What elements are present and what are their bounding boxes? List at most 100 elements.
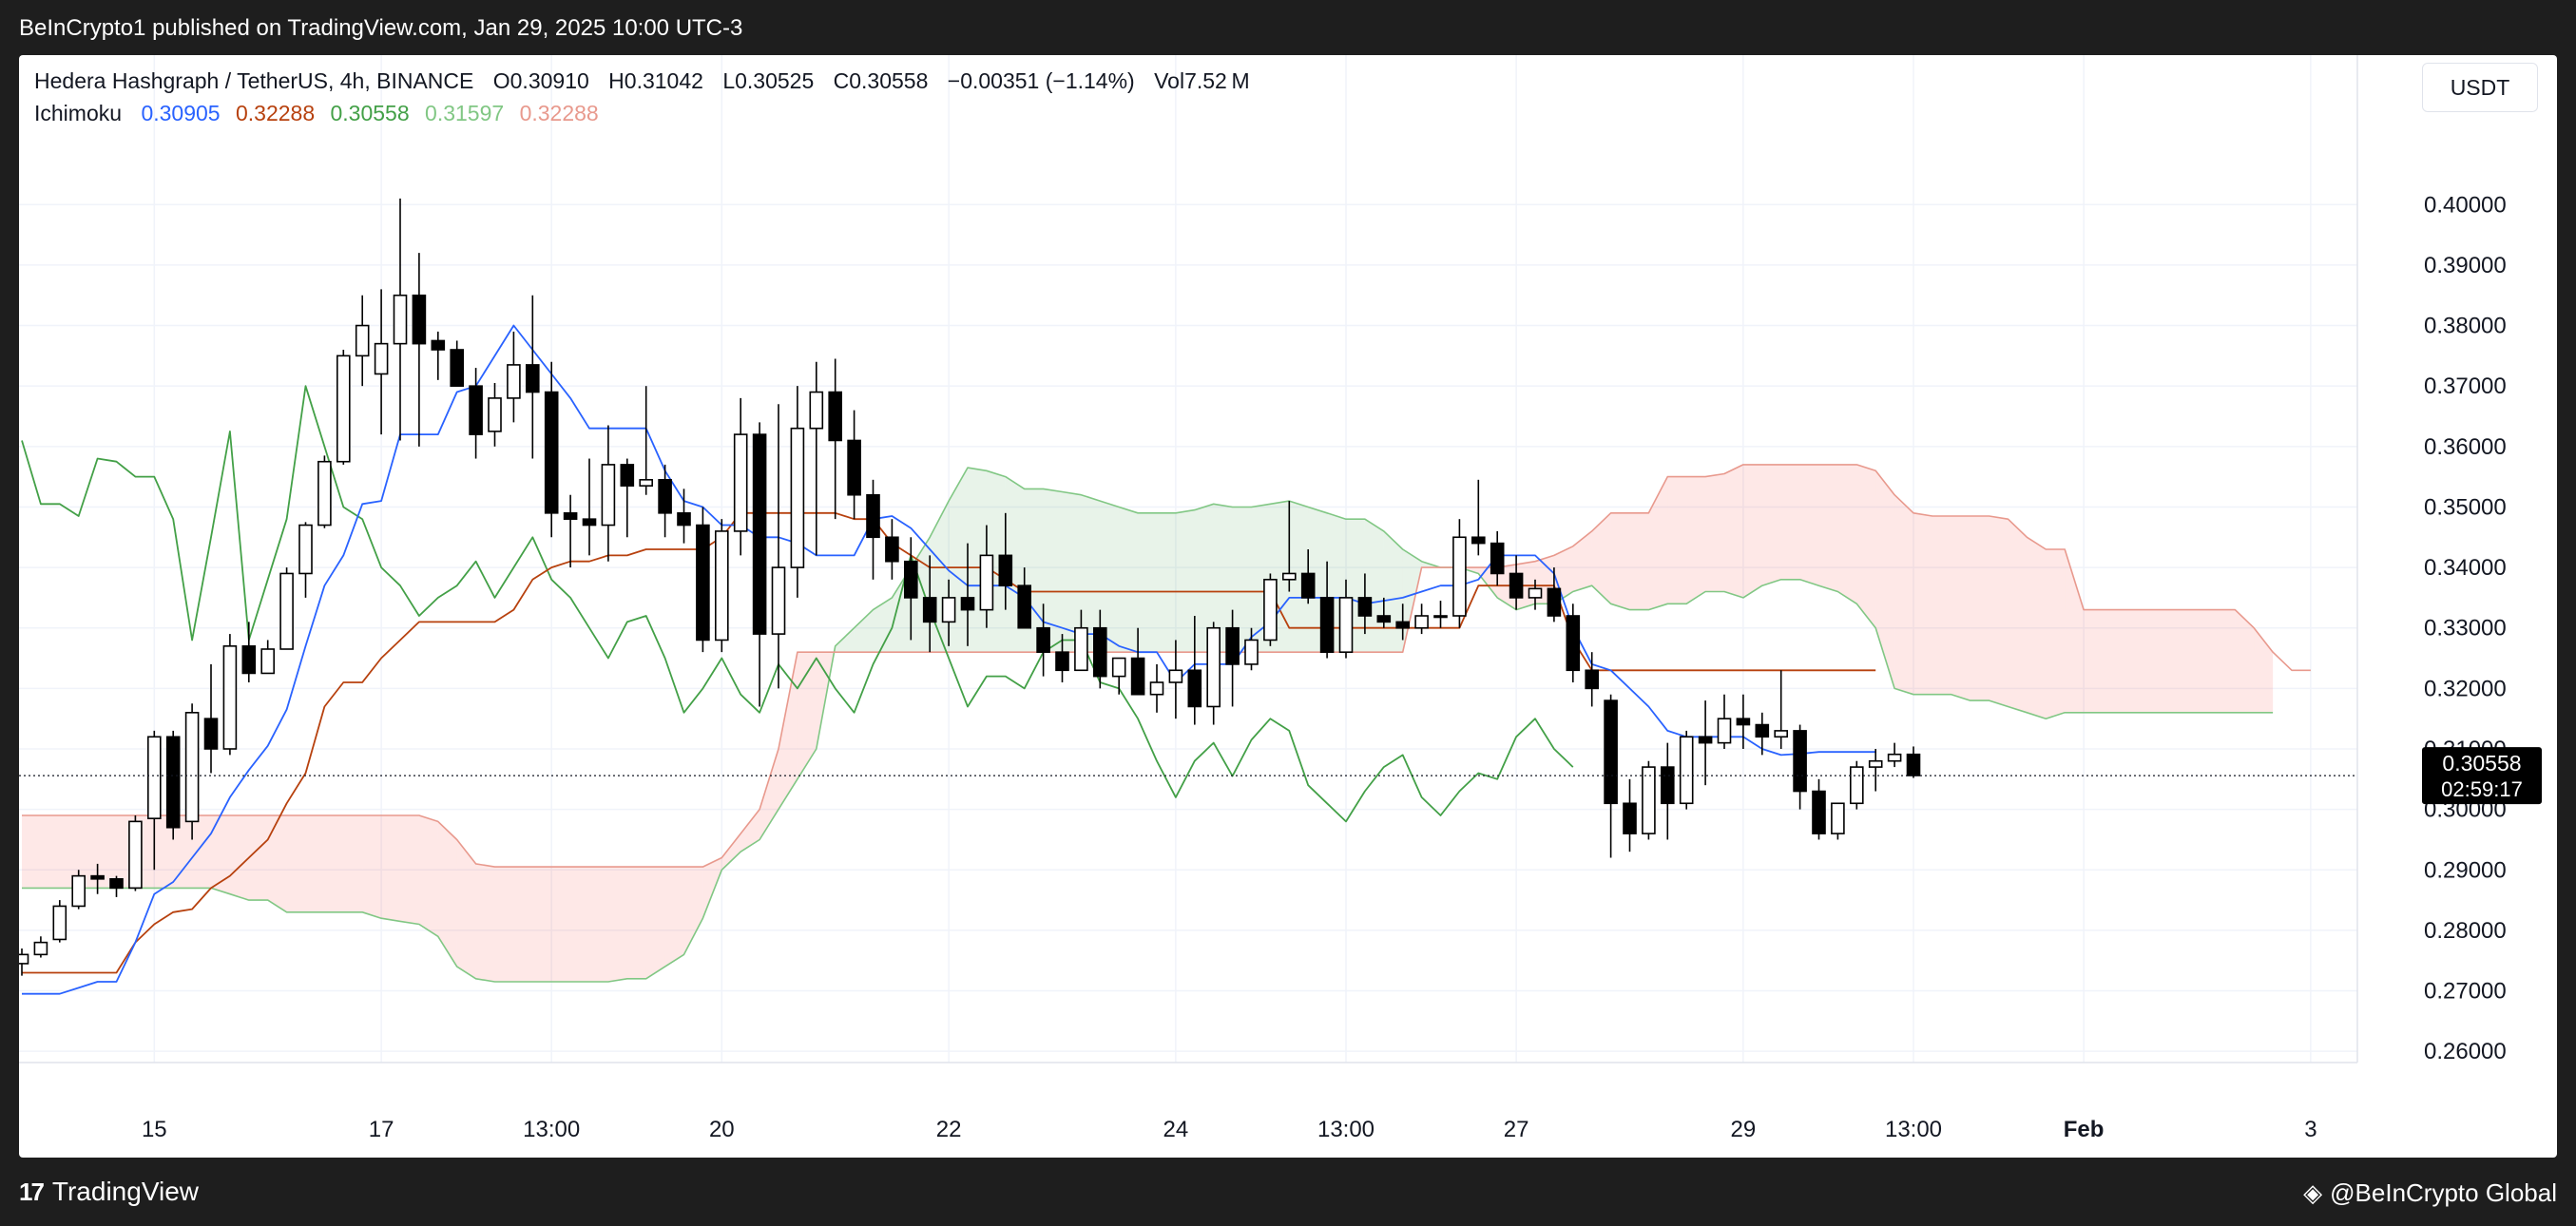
cloud-segment <box>267 815 287 912</box>
last-price-badge-bg <box>2422 747 2542 805</box>
tradingview-brand: TradingView <box>51 1177 200 1206</box>
candle <box>1357 573 1373 635</box>
y-tick-label: 0.27000 <box>2424 979 2507 1005</box>
candle <box>1074 609 1088 672</box>
candle <box>222 634 238 756</box>
candle-body <box>1263 579 1278 642</box>
cloud-segment <box>589 867 608 982</box>
cloud-segment <box>400 815 419 925</box>
candle <box>1300 549 1316 604</box>
cloud-segment <box>343 815 363 912</box>
cloud-segment <box>362 815 382 919</box>
cloud-segment <box>1383 530 1403 653</box>
x-tick-label: 27 <box>1504 1117 1529 1142</box>
candle-body <box>1414 615 1429 629</box>
cloud-segment <box>2216 609 2236 713</box>
candle-body <box>222 645 238 750</box>
cloud-segment <box>664 867 684 967</box>
cloud-segment <box>1194 504 1214 653</box>
symbol-title[interactable]: Hedera Hashgraph / TetherUS, 4h, BINANCE <box>34 68 474 93</box>
candle-body <box>1679 736 1694 805</box>
cloud-segment <box>1175 509 1195 653</box>
candle <box>1395 603 1410 641</box>
candle <box>507 331 521 423</box>
cloud-segment <box>1970 516 1990 701</box>
y-tick-label: 0.34000 <box>2424 555 2507 581</box>
candle-body <box>1831 802 1845 834</box>
candle <box>412 253 427 447</box>
candle <box>563 494 578 568</box>
candle-body <box>1093 626 1107 678</box>
y-tick-label: 0.38000 <box>2424 314 2507 339</box>
candle <box>1376 597 1392 628</box>
candle-body <box>128 820 143 890</box>
candle-body <box>979 554 994 611</box>
y-tick-label: 0.37000 <box>2424 374 2507 399</box>
cloud-segment <box>1761 464 1781 586</box>
candle <box>1623 778 1637 852</box>
cloud-segment <box>2178 609 2198 713</box>
cloud-segment <box>418 815 438 937</box>
candle-body <box>355 324 370 357</box>
indicator-row: Ichimoku 0.30905 0.32288 0.30558 0.31597… <box>34 97 1263 129</box>
indicator-name[interactable]: Ichimoku <box>34 101 123 125</box>
candle-body <box>1887 753 1902 762</box>
candle-body <box>90 874 105 880</box>
candle <box>1661 742 1675 840</box>
candle-body <box>1017 584 1031 629</box>
candle-body <box>714 530 729 642</box>
candle <box>1509 555 1524 610</box>
candle <box>1017 567 1031 629</box>
candle <box>19 948 29 976</box>
tradingview-logo[interactable]: 17 TradingView <box>19 1177 199 1207</box>
cloud-segment <box>702 857 722 919</box>
candle-body <box>809 391 824 430</box>
cloud-segment <box>1062 491 1082 653</box>
y-tick-label: 0.29000 <box>2424 857 2507 883</box>
cloud-segment <box>873 597 893 653</box>
candle-body <box>52 905 67 941</box>
cloud-segment <box>740 809 760 852</box>
candle <box>1887 742 1902 768</box>
candle <box>260 640 275 675</box>
cloud-segment <box>1875 470 1895 689</box>
y-tick-label: 0.26000 <box>2424 1039 2507 1064</box>
candle <box>903 537 918 641</box>
candle <box>1319 561 1335 659</box>
candle-body <box>620 464 635 487</box>
candle-body <box>1319 597 1335 653</box>
candle-body <box>241 645 257 675</box>
candle-body <box>1244 639 1259 665</box>
cloud-segment <box>779 652 798 810</box>
candle <box>922 555 937 653</box>
countdown-label: 02:59:17 <box>2441 777 2523 801</box>
candle <box>1755 712 1770 756</box>
ichimoku-chart[interactable]: 0.40000 0.39000 0.38000 0.37000 0.36000 0.350… <box>19 55 2557 1158</box>
chart-panel[interactable]: 0.40000 0.39000 0.38000 0.37000 0.36000 0.350… <box>19 55 2557 1158</box>
candle-body <box>33 941 48 956</box>
publish-info: BeInCrypto1 published on TradingView.com… <box>19 15 743 41</box>
candle-body <box>1376 615 1392 623</box>
x-axis-labels: 15 17 13:00 20 22 24 13:00 27 29 13:00 Feb 3 <box>142 1117 2317 1142</box>
x-tick-label: 24 <box>1163 1117 1189 1142</box>
currency-button[interactable]: USDT <box>2422 63 2538 112</box>
candle <box>33 936 48 958</box>
candle-body <box>1225 626 1240 665</box>
candle-body <box>941 597 956 623</box>
cloud-segment <box>22 815 41 889</box>
candle-body <box>1509 572 1524 599</box>
cloud-segment <box>1364 519 1384 653</box>
candle-body <box>336 354 351 463</box>
candle-body <box>507 364 521 399</box>
cloud-segment <box>2065 549 2085 713</box>
candle-body <box>544 391 559 514</box>
candle-body <box>1698 736 1713 744</box>
candle <box>1471 479 1486 556</box>
candle-body <box>1774 730 1788 738</box>
cloud-segment <box>551 867 571 982</box>
y-tick-label: 0.33000 <box>2424 616 2507 642</box>
candle-body <box>1906 753 1921 776</box>
beincrypto-credit: ◈ @BeInCrypto Global <box>2303 1178 2557 1208</box>
candle-body <box>1850 766 1864 805</box>
candle <box>847 410 861 520</box>
